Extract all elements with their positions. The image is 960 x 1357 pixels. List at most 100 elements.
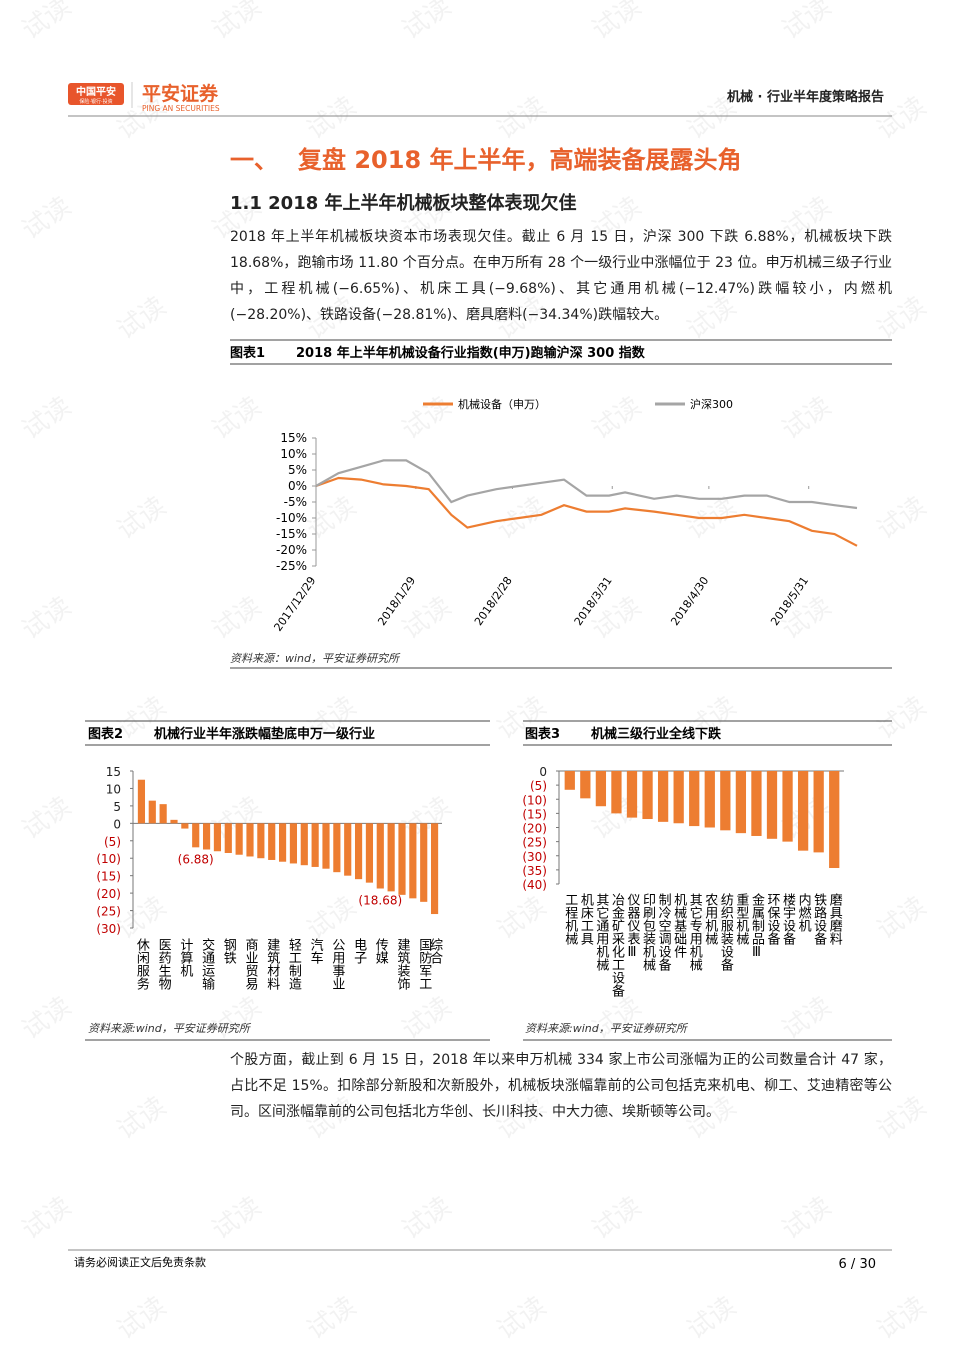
report-name: 机械 · 行业半年度策略报告	[727, 89, 884, 105]
x-tick-label: 2018/2/28	[472, 574, 515, 628]
y-tick-label: (40)	[522, 878, 547, 892]
watermark: 试读	[492, 91, 552, 145]
y-tick-label: 0	[539, 765, 547, 779]
x-tick-label: 环保设备	[765, 893, 781, 946]
figure-label: 图表3	[525, 726, 560, 742]
y-tick-label: (20)	[522, 822, 547, 836]
bar	[213, 823, 222, 852]
bar	[626, 771, 638, 818]
watermark: 试读	[207, 1191, 267, 1245]
bar	[246, 823, 254, 857]
bar	[409, 823, 417, 899]
watermark: 试读	[207, 0, 267, 46]
x-tick-label: 内燃机	[796, 892, 812, 933]
bar	[797, 771, 809, 851]
x-tick-label: 重型机械	[733, 892, 749, 945]
watermark: 试读	[302, 491, 362, 545]
paragraph: 个股方面，截止到 6 月 15 日，2018 年以来申万机械 334 家上市公司…	[230, 1052, 892, 1120]
bar	[580, 771, 591, 799]
bar	[642, 771, 653, 820]
logo-badge	[68, 83, 124, 105]
x-tick-label: 电子	[351, 938, 367, 964]
y-tick-label: 0	[113, 817, 121, 831]
watermark: 试读	[777, 1191, 837, 1245]
y-tick-label: (15)	[96, 870, 121, 884]
x-tick-label: 其它通用机械	[593, 893, 609, 971]
bar	[365, 823, 374, 883]
y-tick-label: 15%	[280, 431, 307, 445]
y-tick-label: -20%	[276, 543, 307, 557]
y-tick-label: 15	[106, 765, 121, 779]
watermark: 试读	[872, 491, 932, 545]
x-tick-label: 交通运输	[199, 937, 215, 990]
x-tick-label: 楼宇设备	[780, 893, 796, 946]
watermark: 试读	[302, 91, 362, 145]
x-tick-label: 仪器仪表Ⅲ	[625, 893, 641, 960]
bar	[704, 771, 715, 828]
figure-source: 资料来源:wind，平安证券研究所	[88, 1022, 252, 1035]
y-tick-label: 10%	[280, 447, 307, 461]
bar	[148, 800, 156, 824]
watermark: 试读	[777, 391, 837, 445]
x-tick-label: 综合	[427, 938, 443, 964]
y-tick-label: -25%	[276, 559, 307, 573]
y-tick-label: (20)	[96, 887, 121, 901]
watermark: 试读	[777, 0, 837, 46]
bar	[595, 771, 607, 807]
x-tick-label: 冶金矿采化工设备	[609, 893, 625, 998]
y-tick-label: 10	[106, 782, 121, 796]
bar	[181, 823, 189, 829]
bar	[192, 823, 200, 848]
watermark: 试读	[682, 1291, 742, 1345]
bar	[398, 823, 406, 895]
y-tick-label: (25)	[96, 905, 121, 919]
watermark: 试读	[112, 1091, 172, 1145]
figure-source: 资料来源：wind，平安证券研究所	[230, 652, 401, 665]
bar	[344, 823, 352, 876]
bar	[657, 771, 669, 822]
y-tick-label: (10)	[522, 793, 547, 807]
bar	[720, 771, 731, 831]
x-tick-label: 医药生物	[156, 938, 172, 991]
x-tick-label: 金属制品Ⅲ	[749, 892, 765, 960]
watermark: 试读	[302, 1291, 362, 1345]
section-title: 复盘 2018 年上半年，高端装备展露头角	[298, 146, 742, 174]
watermark: 试读	[17, 391, 77, 445]
x-tick-label: 印刷包装机械	[640, 893, 656, 971]
x-tick-label: 建筑装饰	[395, 938, 411, 990]
x-tick-label: 制冷空调设备	[656, 893, 672, 972]
bar	[564, 771, 575, 790]
bar	[354, 823, 363, 880]
watermark: 试读	[207, 991, 267, 1045]
subsection-title: 1.1 2018 年上半年机械板块整体表现欠佳	[230, 193, 577, 214]
x-tick-label: 汽车	[308, 938, 324, 964]
bar	[333, 823, 341, 873]
legend-label: 沪深300	[690, 397, 733, 411]
bar	[689, 771, 700, 827]
watermark: 试读	[587, 1191, 647, 1245]
bar	[278, 823, 287, 862]
bar	[673, 771, 684, 824]
watermark: 试读	[587, 391, 647, 445]
bar	[813, 771, 824, 853]
figure-title: 机械行业半年涨跌幅垫底申万一级行业	[154, 726, 375, 742]
watermark: 试读	[112, 1291, 172, 1345]
x-tick-label: 工程机械	[562, 893, 578, 945]
y-tick-label: (25)	[522, 836, 547, 850]
x-tick-label: 计算机	[177, 938, 193, 978]
logo-badge-sub: 保险·银行·投资	[79, 98, 112, 105]
page-number: 6 / 30	[839, 1257, 876, 1272]
bar	[257, 823, 265, 859]
watermark: 试读	[777, 991, 837, 1045]
value-label: (6.88)	[178, 852, 214, 866]
watermark: 试读	[207, 391, 267, 445]
x-tick-label: 商业贸易	[243, 938, 259, 991]
x-tick-label: 其它专用机械	[687, 893, 703, 971]
watermark: 试读	[17, 591, 77, 645]
watermark: 试读	[397, 391, 457, 445]
watermark: 试读	[397, 1191, 457, 1245]
value-label: (18.68)	[358, 894, 402, 908]
figure-label: 图表1	[230, 345, 265, 361]
x-tick-label: 2017/12/29	[271, 574, 318, 633]
